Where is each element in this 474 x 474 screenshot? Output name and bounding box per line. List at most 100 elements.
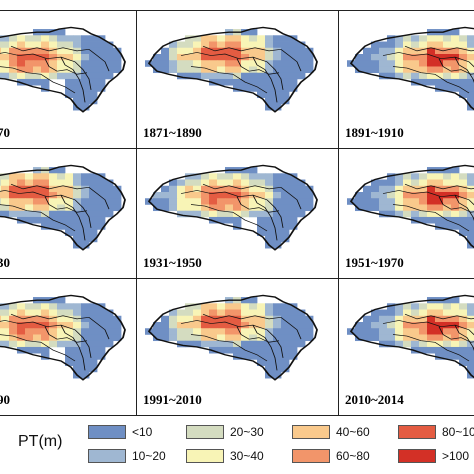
- raster-cell: [281, 229, 290, 236]
- basin-boundary: [382, 190, 470, 201]
- raster-cell: [89, 328, 98, 335]
- raster-cell: [459, 72, 468, 80]
- raster-cell: [81, 41, 90, 49]
- raster-cell: [73, 97, 82, 105]
- raster-cell: [9, 54, 18, 61]
- raster-cell: [297, 54, 306, 61]
- raster-cell: [435, 328, 444, 335]
- raster-cell: [427, 60, 436, 67]
- basin-boundary: [88, 317, 110, 340]
- raster-cell: [273, 322, 282, 329]
- raster-cell: [89, 204, 98, 212]
- raster-cell: [105, 334, 114, 342]
- raster-cell: [467, 340, 474, 348]
- raster-cell: [249, 303, 258, 310]
- raster-cell: [1, 328, 10, 335]
- raster-cell: [193, 192, 202, 199]
- raster-cell: [113, 198, 122, 205]
- raster-cell: [403, 179, 412, 187]
- raster-cell: [25, 328, 34, 335]
- raster-cell: [97, 78, 106, 86]
- raster-cell: [257, 216, 266, 224]
- raster-cell: [419, 66, 428, 74]
- raster-cell: [443, 192, 452, 199]
- map-panel: 1991~2010: [136, 278, 339, 416]
- raster-cell: [289, 41, 298, 49]
- raster-cell: [241, 309, 250, 317]
- raster-cell: [57, 216, 66, 224]
- raster-cell: [289, 60, 298, 67]
- raster-cell: [443, 204, 452, 212]
- raster-cell: [233, 346, 242, 354]
- raster-cell: [387, 328, 396, 335]
- legend-label: 20~30: [230, 425, 264, 439]
- raster-cell: [451, 41, 460, 49]
- raster-cell: [201, 173, 210, 180]
- raster-cell: [0, 173, 2, 180]
- raster-cell: [281, 72, 290, 80]
- raster-cell: [297, 309, 306, 317]
- raster-cell: [305, 54, 314, 61]
- raster-cell: [459, 173, 468, 180]
- raster-cell: [467, 303, 474, 310]
- raster-cell: [0, 210, 2, 218]
- raster-cell: [81, 179, 90, 187]
- raster-cell: [25, 47, 34, 55]
- raster-cell: [89, 334, 98, 342]
- raster-cell: [65, 353, 74, 360]
- raster-cell: [201, 210, 210, 218]
- raster-cell: [49, 41, 58, 49]
- raster-cell: [403, 322, 412, 329]
- raster-cell: [81, 192, 90, 199]
- raster-cell: [403, 303, 412, 310]
- basin-boundary: [88, 187, 110, 210]
- raster-cell: [281, 185, 290, 193]
- raster-cell: [1, 198, 10, 205]
- basin-boundary: [392, 204, 470, 232]
- raster-cell: [435, 204, 444, 212]
- raster-cell: [33, 210, 42, 218]
- raster-cell: [17, 185, 26, 193]
- raster-cell: [97, 192, 106, 199]
- raster-cell: [105, 72, 114, 80]
- raster-cell: [265, 66, 274, 74]
- raster-cell: [233, 72, 242, 80]
- raster-cell: [177, 185, 186, 193]
- raster-cell: [379, 54, 388, 61]
- raster-cell: [33, 315, 42, 323]
- raster-cell: [81, 91, 90, 98]
- raster-cell: [0, 47, 2, 55]
- raster-cell: [451, 173, 460, 180]
- raster-cell: [395, 198, 404, 205]
- raster-cell: [459, 340, 468, 348]
- raster-cell: [89, 72, 98, 80]
- raster-cell: [49, 173, 58, 180]
- raster-cell: [89, 365, 98, 373]
- raster-cell: [169, 315, 178, 323]
- raster-cell: [49, 340, 58, 348]
- raster-cell: [249, 167, 258, 174]
- raster-cell: [297, 198, 306, 205]
- raster-cell: [273, 103, 282, 111]
- raster-cell: [185, 72, 194, 80]
- raster-cell: [265, 223, 274, 230]
- raster-cell: [233, 315, 242, 323]
- raster-cell: [57, 167, 66, 174]
- raster-cell: [201, 303, 210, 310]
- raster-cell: [281, 359, 290, 366]
- raster-cell: [419, 216, 428, 224]
- raster-cell: [273, 223, 282, 230]
- raster-cell: [451, 353, 460, 360]
- raster-cell: [97, 223, 106, 230]
- raster-cell: [25, 66, 34, 74]
- raster-cell: [0, 303, 2, 310]
- raster-cell: [419, 60, 428, 67]
- raster-cell: [81, 241, 90, 249]
- raster-cell: [265, 35, 274, 42]
- raster-cell: [419, 346, 428, 354]
- period-label: 1871~1890: [143, 125, 202, 140]
- raster-cell: [41, 78, 50, 86]
- raster-cell: [281, 54, 290, 61]
- raster-cell: [459, 66, 468, 74]
- raster-cell: [467, 353, 474, 360]
